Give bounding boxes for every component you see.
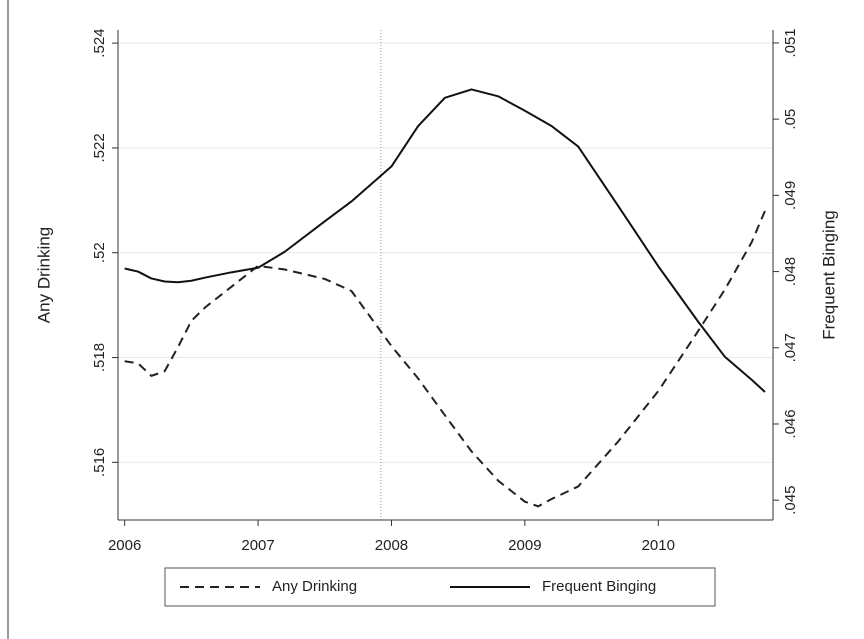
y2-tick-label: .051 [782,28,799,57]
y-axis-title: Any Drinking [34,227,53,323]
y2-tick-label: .048 [782,257,799,286]
legend-label: Frequent Binging [542,578,656,595]
y-tick-label: .516 [91,448,108,477]
y-tick-label: .518 [91,343,108,372]
x-tick-label: 2006 [108,537,141,554]
y2-tick-label: .05 [782,109,799,130]
y-tick-label: .524 [91,29,108,58]
x-tick-label: 2010 [642,537,675,554]
x-tick-label: 2007 [241,537,274,554]
series-line [124,88,766,393]
y2-tick-label: .046 [782,409,799,438]
y2-tick-label: .049 [782,181,799,210]
y2-tick-label: .045 [782,486,799,515]
y-tick-label: .522 [91,133,108,162]
y2-tick-label: .047 [782,333,799,362]
x-tick-label: 2009 [508,537,541,554]
legend-label: Any Drinking [272,578,357,595]
y-tick-label: .52 [91,242,108,263]
series-line [124,210,766,508]
y2-axis-title: Frequent Binging [819,210,838,339]
x-tick-label: 2008 [375,537,408,554]
